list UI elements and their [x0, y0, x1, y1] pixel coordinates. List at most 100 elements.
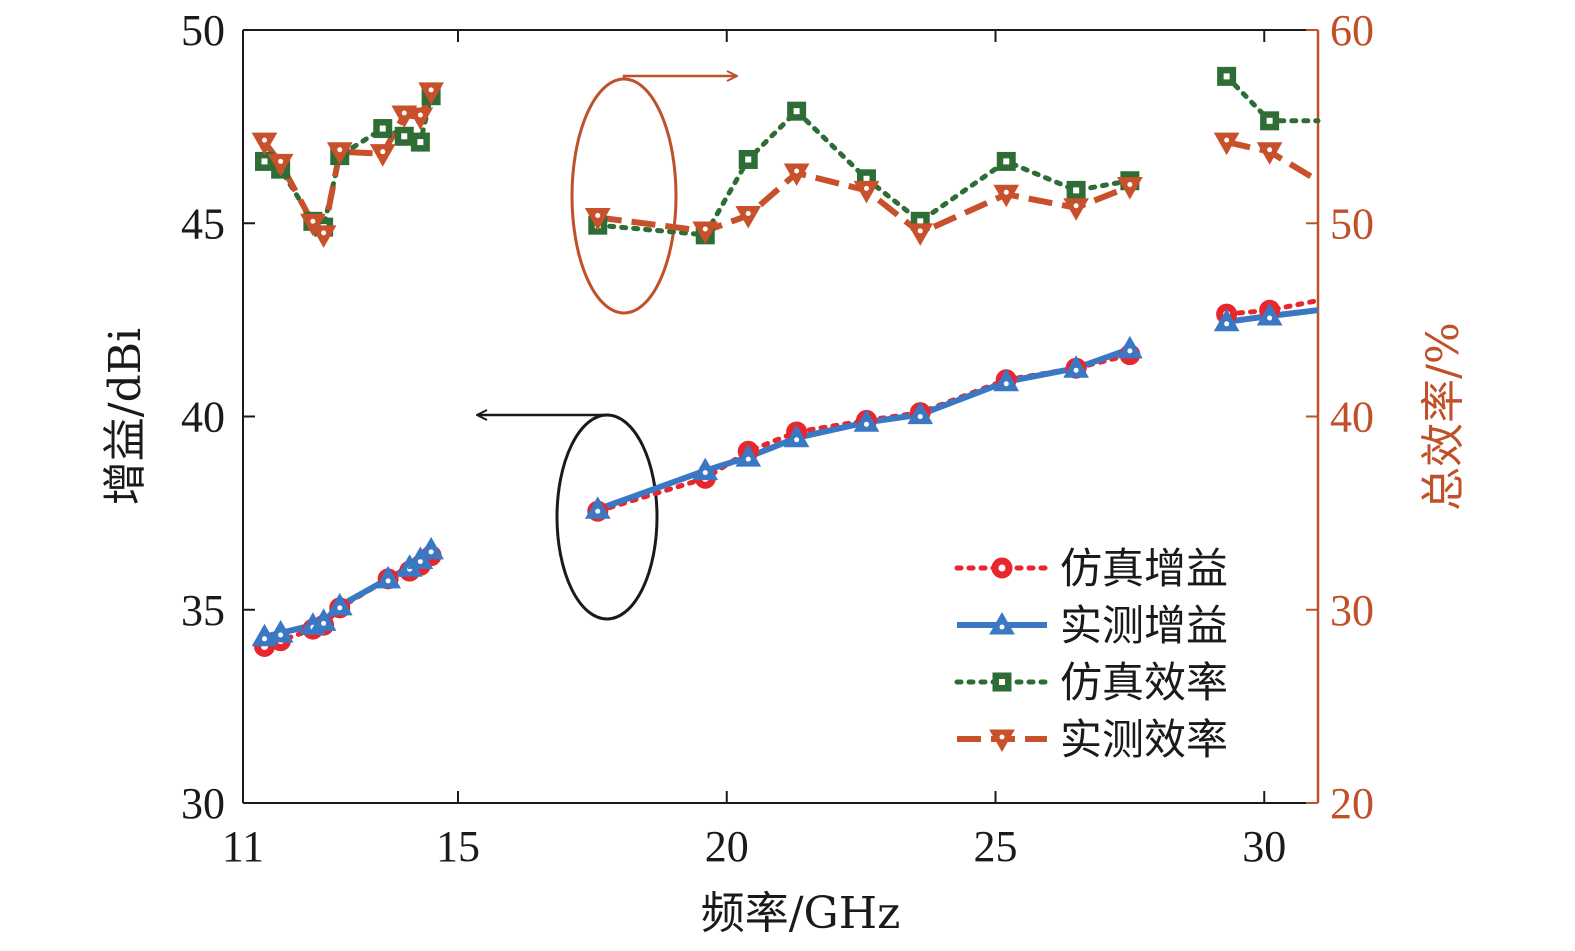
series-1-point	[993, 368, 1020, 392]
series-1-point	[310, 608, 337, 631]
series-3-point-center	[321, 230, 327, 236]
series-3-point	[1117, 177, 1143, 200]
y-right-axis-title: 总效率/%	[1418, 322, 1469, 511]
series-1-point-center	[1224, 321, 1230, 327]
series-0-line	[595, 352, 1133, 514]
series-1-point	[907, 401, 934, 425]
series-2-point-center	[379, 125, 386, 132]
y-right-tick-label: 40	[1330, 393, 1374, 442]
series-3-point	[993, 184, 1020, 208]
series-2-point-center	[793, 108, 800, 115]
series-2-point-center	[1073, 187, 1080, 194]
series-3-point	[300, 213, 326, 237]
series-1-point	[326, 592, 353, 616]
series-1-point-center	[428, 549, 434, 555]
series-2-point-center	[917, 218, 924, 225]
y-right-tick-label: 30	[1330, 586, 1374, 635]
series-3-point	[267, 153, 294, 177]
x-tick-label: 15	[436, 822, 480, 871]
series-3-point-center	[794, 168, 800, 174]
series-3-point	[407, 107, 434, 130]
series-3-point	[735, 206, 762, 229]
series-3-point-center	[1267, 147, 1273, 153]
series-1-point-center	[1073, 367, 1079, 373]
series-3-point-center	[864, 185, 869, 191]
series-1-point-center	[1267, 315, 1273, 321]
series-3-point	[418, 82, 444, 105]
x-tick-label: 20	[705, 822, 749, 871]
x-tick-label: 11	[222, 822, 264, 871]
series-3-point-center	[1224, 137, 1230, 143]
series-3-point-center	[702, 226, 708, 232]
series-3-point	[907, 223, 934, 246]
series-1-point	[692, 457, 719, 481]
series-1-point	[418, 536, 444, 560]
legend-label-1: 实测增益	[1060, 601, 1228, 650]
series-1-point	[267, 619, 294, 643]
legend-label-2: 仿真效率	[1060, 658, 1228, 707]
legend-label-0: 仿真增益	[1060, 544, 1228, 593]
y-right-tick-label: 20	[1330, 779, 1374, 828]
series-1-point	[853, 409, 880, 432]
legend-label-3: 实测效率	[1060, 715, 1228, 764]
series-2-point-center	[1223, 73, 1230, 80]
series-1-point-center	[794, 437, 800, 443]
series-1-point-center	[321, 620, 327, 626]
series-3-point	[853, 180, 880, 204]
annotations-group	[478, 76, 736, 621]
series-1-point-center	[595, 508, 601, 514]
series-1-point-center	[1003, 381, 1009, 387]
y-left-tick-label: 30	[181, 779, 225, 828]
series-2-point-center	[1266, 117, 1273, 124]
efficiency-ellipse	[570, 77, 678, 315]
series-2-point-center	[1003, 158, 1010, 165]
y-left-tick-label: 40	[181, 393, 225, 442]
series-3-point-center	[917, 228, 923, 234]
x-tick-label: 30	[1242, 822, 1286, 871]
series-3-point	[1213, 132, 1240, 156]
series-3-point-center	[745, 211, 751, 217]
series-3-point	[1063, 198, 1089, 221]
y-left-tick-label: 50	[181, 6, 225, 55]
series-0-line	[1224, 298, 1321, 317]
legend-marker-3-center	[999, 734, 1005, 740]
series-2-point-center	[261, 158, 268, 165]
series-1-point-center	[278, 632, 284, 638]
series-1-point	[1256, 303, 1283, 326]
series-3-point	[369, 144, 396, 167]
axes-group: 11 15 20 25 30 30 35 40 45 50 20 30 40 50 60 频率/GHz 增益/d…	[100, 6, 1469, 939]
series-3-point	[1256, 142, 1283, 165]
series-3-point-center	[428, 87, 434, 93]
series-1-point-center	[262, 636, 267, 642]
series-3-point-center	[337, 147, 343, 153]
series-1-point-center	[864, 421, 869, 427]
series-3-point-center	[401, 110, 407, 116]
series-1-point	[735, 444, 762, 467]
series-3-point-center	[310, 218, 316, 224]
legend-marker-3	[989, 729, 1015, 753]
y-left-tick-label: 45	[181, 199, 225, 248]
series-markers-group	[251, 66, 1283, 657]
series-1-point	[375, 565, 401, 589]
legend-marker-1-center	[999, 624, 1005, 630]
series-1-point	[1117, 335, 1143, 359]
series-3-point-center	[1003, 189, 1009, 195]
y-right-tick-label: 60	[1330, 6, 1374, 55]
y-left-axis-title: 增益/dBi	[100, 328, 151, 505]
series-2-point-center	[401, 133, 408, 140]
legend-marker-2-center	[999, 679, 1005, 685]
series-3-point-center	[262, 137, 267, 143]
series-1-point-center	[702, 470, 708, 476]
series-3-point-center	[278, 158, 284, 164]
series-1-point-center	[745, 456, 751, 462]
y-right-tick-label: 50	[1330, 199, 1374, 248]
series-2-point-center	[417, 139, 424, 146]
series-1-point-center	[337, 605, 343, 611]
series-1-point-center	[917, 414, 923, 420]
series-1-point-center	[417, 559, 423, 565]
series-1-point-center	[1127, 348, 1133, 354]
series-3-point-center	[1127, 182, 1133, 188]
series-3-point-center	[417, 112, 423, 118]
